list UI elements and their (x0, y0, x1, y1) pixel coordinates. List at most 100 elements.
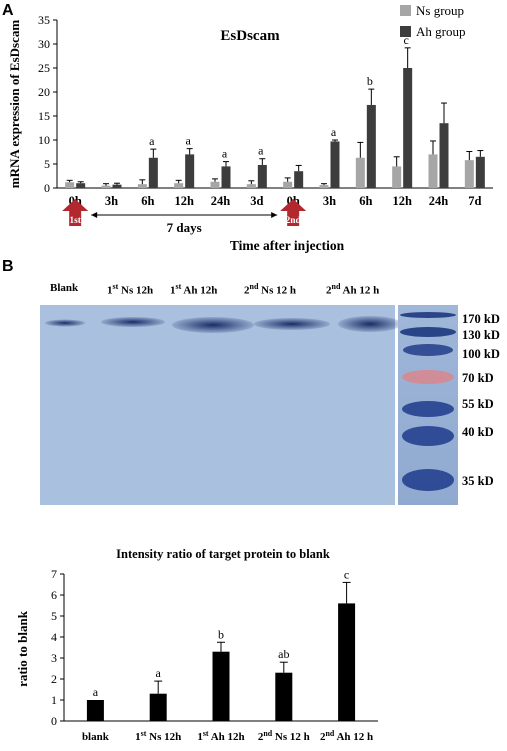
bar-ah (366, 104, 376, 188)
x-tick-label: 3d (250, 194, 263, 208)
bar (275, 672, 293, 721)
bar-ah (475, 156, 485, 188)
western-blot-membrane (40, 305, 458, 505)
x-tick-label: blank (82, 731, 110, 743)
significance-letter: a (222, 147, 228, 161)
y-tick-label: 2 (51, 672, 57, 686)
bar-ns (65, 182, 75, 188)
y-tick-label: 4 (51, 630, 57, 644)
bar (338, 603, 356, 721)
significance-letter: c (404, 33, 409, 47)
bar-ns (137, 184, 147, 188)
bar-ns (464, 160, 474, 188)
bar (212, 651, 230, 721)
protein-band (254, 318, 330, 330)
significance-letter: a (186, 134, 192, 148)
blot-lane-label: 1st Ns 12h (107, 282, 154, 297)
protein-band (45, 319, 85, 327)
seven-days-label: 7 days (167, 220, 202, 235)
bar-ah (148, 157, 158, 188)
significance-letter: b (367, 74, 373, 88)
bar-ah (403, 68, 413, 188)
significance-letter: b (218, 627, 224, 641)
y-tick-label: 3 (51, 651, 57, 665)
x-tick-label: 3h (105, 194, 118, 208)
bar-ah (112, 184, 122, 188)
bar-ns (101, 185, 111, 188)
y-tick-label: 15 (38, 109, 50, 123)
x-tick-label: 2nd Ns 12 h (258, 729, 310, 743)
bar-ns (283, 181, 293, 188)
significance-letter: a (258, 144, 264, 158)
bar-ns (210, 181, 220, 188)
protein-band (338, 316, 402, 332)
bar-ns (246, 184, 256, 188)
western-blot-image (40, 305, 505, 505)
y-tick-label: 0 (44, 181, 50, 195)
arrowhead-left-icon (91, 212, 98, 218)
ladder-band (403, 344, 453, 356)
ladder-band (400, 312, 456, 318)
y-tick-label: 7 (51, 567, 57, 581)
ladder-band (402, 370, 454, 384)
legend-swatch-ns (400, 5, 411, 16)
blot-lane-label: 2nd Ns 12 h (244, 282, 296, 297)
panel-a-letter: A (2, 2, 14, 19)
marker-kd-label: 55 kD (462, 397, 494, 411)
bar-ns (355, 157, 365, 188)
injection-label: 1st (69, 216, 81, 226)
y-tick-label: 35 (38, 13, 50, 27)
x-tick-label: 1st Ns 12h (135, 729, 181, 743)
marker-kd-label: 100 kD (462, 347, 500, 361)
marker-kd-label: 130 kD (462, 328, 500, 342)
bar-ns (174, 183, 184, 188)
bar-ns (392, 166, 402, 188)
y-axis-title: mRNA expression of EsDscam (7, 20, 22, 189)
x-tick-label: 12h (174, 194, 194, 208)
ladder-band (402, 401, 454, 417)
y-tick-label: 5 (44, 157, 50, 171)
legend-swatch-ah (400, 26, 411, 37)
significance-letter: a (331, 125, 337, 139)
bar-ah (439, 123, 449, 188)
x-tick-label: 24h (429, 194, 449, 208)
marker-kd-label: 70 kD (462, 371, 494, 385)
bar (149, 693, 167, 721)
panel-b-letter: B (2, 258, 14, 275)
ladder-band (402, 469, 454, 491)
x-tick-label: 1st Ah 12h (197, 729, 244, 743)
y-tick-label: 5 (51, 609, 57, 623)
arrowhead-right-icon (271, 212, 278, 218)
protein-band (101, 317, 165, 327)
chart-title: EsDscam (220, 28, 280, 44)
x-axis-title: Time after injection (230, 238, 345, 253)
significance-letter: a (149, 134, 155, 148)
marker-kd-label: 170 kD (462, 312, 500, 326)
bar-ns (319, 185, 329, 188)
intensity-ratio-chart: 0 1 2 3 4 5 6 7 a blank a 1st Ns 12h b 1st Ah 12h ab 2n… (15, 547, 378, 743)
mrna-expression-chart: 051015202530350h3ha6ha12ha24ha3d0ha3hb6h… (7, 3, 493, 253)
y-tick-label: 20 (38, 85, 50, 99)
arrow-shape (62, 199, 89, 226)
injection-arrow-icon: 2nd (280, 199, 307, 226)
protein-band (172, 317, 254, 333)
marker-kd-label: 40 kD (462, 425, 494, 439)
y-tick-label: 1 (51, 693, 57, 707)
x-tick-label: 6h (141, 194, 154, 208)
y-axis-title: ratio to blank (15, 610, 30, 687)
x-tick-label: 6h (359, 194, 372, 208)
bar-ah (221, 166, 231, 188)
bar-ah (257, 164, 267, 188)
ladder-band (402, 426, 454, 446)
ladder-band (400, 327, 456, 337)
significance-letter: a (156, 666, 162, 680)
y-tick-label: 0 (51, 714, 57, 728)
significance-letter: a (93, 685, 99, 699)
injection-arrow-icon: 1st (62, 199, 89, 226)
bar-ns (428, 154, 438, 188)
significance-letter: c (344, 567, 349, 581)
bar-ah (76, 183, 86, 188)
bar-ah (294, 171, 304, 188)
legend-label: Ah group (416, 24, 465, 39)
legend-label: Ns group (416, 3, 464, 18)
